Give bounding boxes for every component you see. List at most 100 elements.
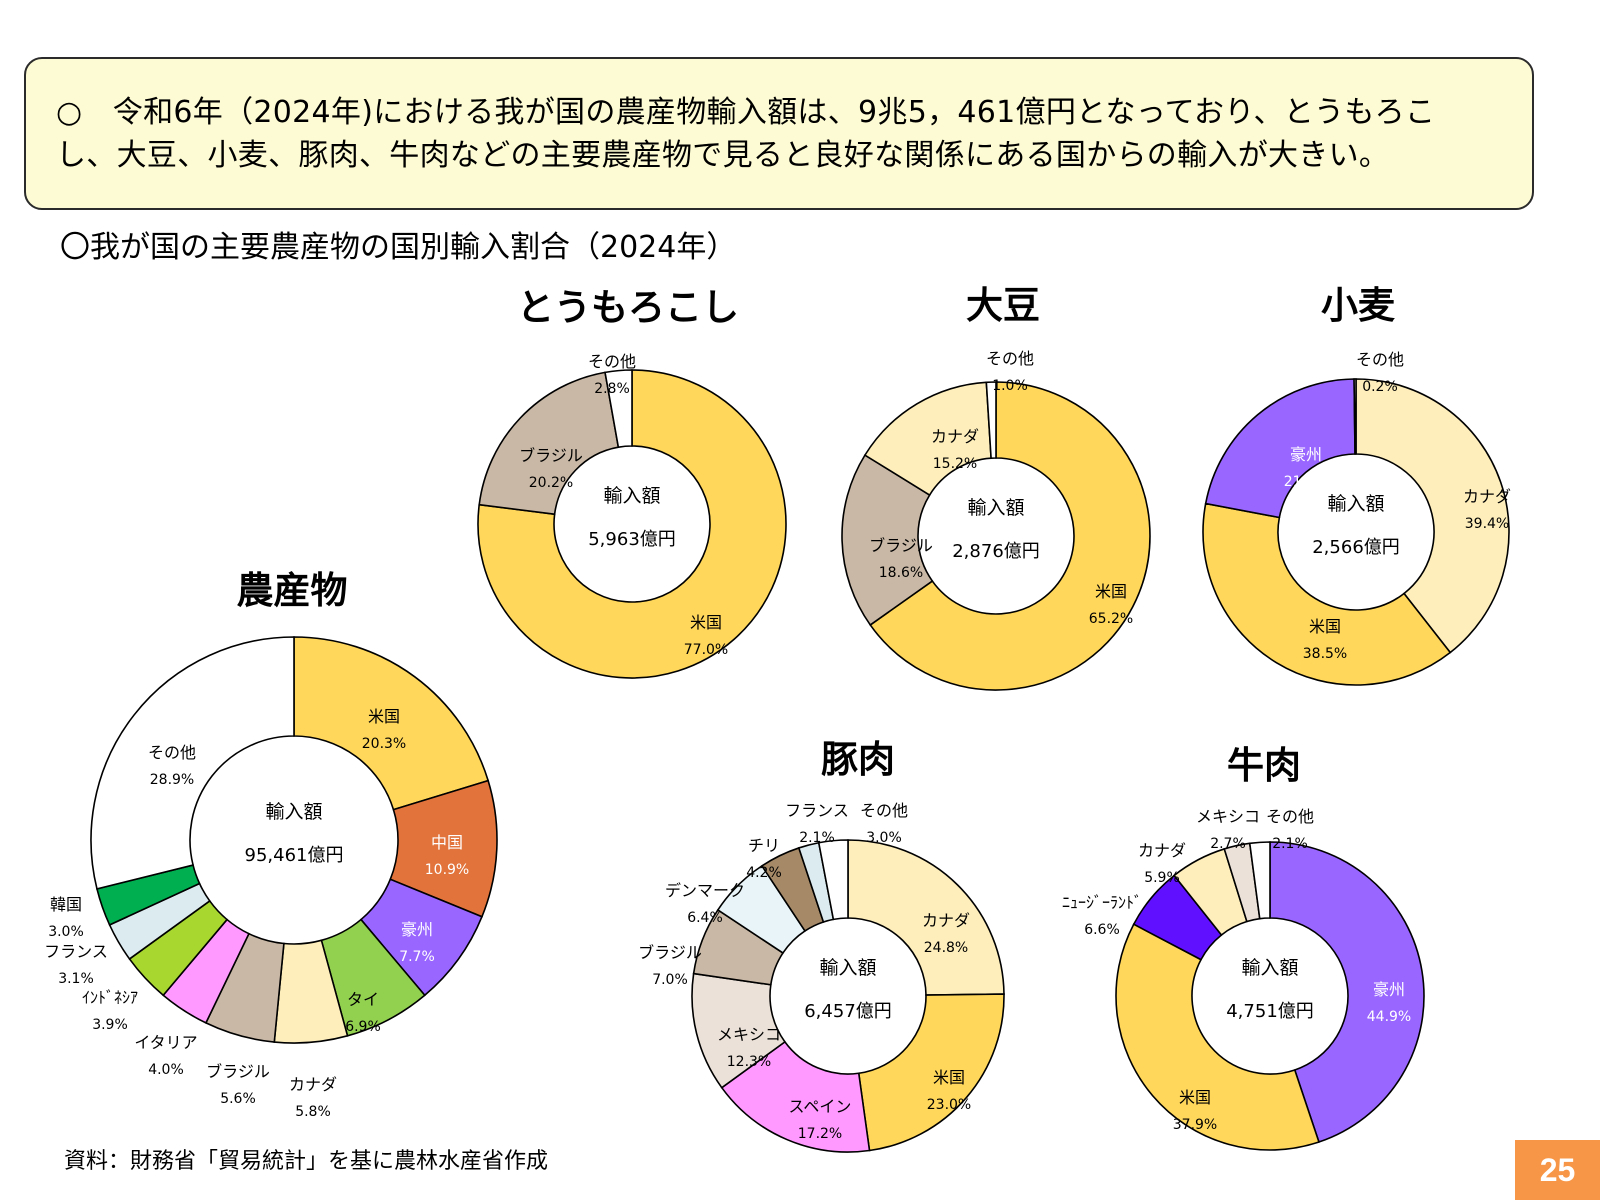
slice-percent-label: 10.9%: [425, 862, 469, 878]
slice-percent-label: 2.1%: [799, 830, 835, 846]
chart-title: 牛肉: [1227, 744, 1301, 787]
slice-label: スペイン: [789, 1097, 852, 1116]
pie-slice: [817, 839, 849, 921]
slice-label: ｲﾝﾄﾞﾈｼｱ: [82, 988, 138, 1007]
center-label: 輸入額: [1241, 957, 1298, 979]
center-label: 輸入額: [1327, 493, 1384, 515]
slice-label: ブラジル: [519, 446, 583, 465]
center-label: 輸入額: [265, 801, 322, 823]
slice-label: フランス: [785, 801, 849, 820]
slice-percent-label: 21.8%: [1284, 474, 1328, 490]
slice-label: 米国: [1179, 1088, 1211, 1107]
center-label: 輸入額: [967, 497, 1024, 519]
slice-label: カナダ: [289, 1075, 337, 1094]
source-note: 資料：財務省「貿易統計」を基に農林水産省作成: [64, 1149, 549, 1174]
center-label: 輸入額: [603, 485, 660, 507]
chart-title: 大豆: [966, 284, 1040, 327]
slice-percent-label: 28.9%: [150, 772, 194, 788]
pie-slice: [720, 1040, 871, 1153]
pie-slice: [1115, 923, 1320, 1151]
slice-label: デンマーク: [665, 881, 745, 900]
pie-slice: [1248, 841, 1271, 920]
slice-label: 豪州: [1373, 980, 1405, 999]
center-value: 2,876億円: [952, 541, 1040, 562]
slice-percent-label: 20.3%: [362, 736, 406, 752]
pie-slice: [847, 839, 1005, 996]
slice-percent-label: 20.2%: [529, 475, 573, 491]
slice-label: メキシコ: [1196, 807, 1260, 826]
center-value: 5,963億円: [588, 529, 676, 550]
pie-slice: [604, 369, 633, 449]
slice-percent-label: 39.4%: [1465, 516, 1509, 532]
slice-percent-label: 7.7%: [399, 949, 435, 965]
slice-percent-label: 1.0%: [992, 378, 1028, 394]
slice-percent-label: 17.2%: [798, 1126, 842, 1142]
slice-label: 豪州: [1290, 445, 1322, 464]
slice-label: チリ: [748, 836, 780, 855]
slice-label: その他: [148, 743, 196, 762]
slice-percent-label: 77.0%: [684, 642, 728, 658]
slice-label: 韓国: [50, 895, 82, 914]
chart-title: とうもろこし: [517, 286, 739, 329]
slice-percent-label: 6.6%: [1084, 922, 1120, 938]
slice-percent-label: 38.5%: [1303, 646, 1347, 662]
slice-label: 米国: [1309, 617, 1341, 636]
slice-label: カナダ: [922, 911, 970, 930]
slice-label: カナダ: [1463, 487, 1511, 506]
slice-label: その他: [986, 349, 1034, 368]
pie-slice: [1353, 378, 1357, 455]
slice-label: ﾆｭｰｼﾞｰﾗﾝﾄﾞ: [1062, 893, 1142, 912]
pie-slice: [985, 381, 997, 459]
slice-percent-label: 6.4%: [687, 910, 723, 926]
chart-title: 農産物: [237, 569, 348, 612]
slice-percent-label: 4.0%: [148, 1062, 184, 1078]
slice-percent-label: 7.0%: [652, 972, 688, 988]
slice-label: 中国: [431, 833, 463, 852]
slice-label: 米国: [933, 1068, 965, 1087]
chart-title: 豚肉: [821, 738, 895, 781]
slice-percent-label: 3.0%: [866, 830, 902, 846]
pie-slice: [841, 454, 934, 627]
slice-label: イタリア: [134, 1033, 197, 1052]
donut-chart-agri: 農産物輸入額 95,461億円 米国 20.3% 中国 10.9% 豪州 7.7% タイ 6.9%…: [44, 569, 498, 1120]
slice-label: 米国: [690, 613, 722, 632]
slice-label: その他: [1266, 807, 1314, 826]
chart-title: 小麦: [1321, 284, 1395, 327]
slice-percent-label: 3.9%: [92, 1017, 128, 1033]
pie-slice: [1269, 841, 1425, 1144]
slice-percent-label: 5.6%: [220, 1091, 256, 1107]
slice-percent-label: 24.8%: [924, 940, 968, 956]
slice-label: タイ: [347, 990, 379, 1009]
slice-percent-label: 5.8%: [295, 1104, 331, 1120]
slice-label: フランス: [44, 942, 108, 961]
slice-label: その他: [860, 801, 908, 820]
center-value: 95,461億円: [245, 845, 344, 866]
summary-line-2: し、大豆、小麦、豚肉、牛肉などの主要農産物で見ると良好な関係にある国からの輸入が…: [56, 138, 1390, 173]
slice-label: 豪州: [401, 920, 433, 939]
summary-line-1: ○ 令和6年（2024年)における我が国の農産物輸入額は、9兆5，461億円とな…: [56, 95, 1436, 130]
pie-slice: [90, 636, 295, 890]
center-value: 4,751億円: [1226, 1001, 1314, 1022]
slice-percent-label: 2.1%: [1272, 836, 1308, 852]
slice-label: 米国: [368, 707, 400, 726]
page-number: 25: [1515, 1140, 1600, 1200]
pie-slice: [1202, 502, 1452, 686]
pie-slice: [1204, 378, 1356, 519]
slice-percent-label: 5.9%: [1144, 870, 1180, 886]
slice-percent-label: 18.6%: [879, 565, 923, 581]
slice-percent-label: 15.2%: [933, 456, 977, 472]
slice-label: その他: [588, 352, 636, 371]
pie-slice: [1355, 378, 1510, 654]
center-label: 輸入額: [819, 957, 876, 979]
slice-label: ブラジル: [206, 1062, 270, 1081]
center-value: 2,566億円: [1312, 537, 1400, 558]
slice-percent-label: 2.8%: [594, 381, 630, 397]
center-value: 6,457億円: [804, 1001, 892, 1022]
pie-slice: [477, 369, 787, 679]
slice-label: メキシコ: [717, 1025, 781, 1044]
